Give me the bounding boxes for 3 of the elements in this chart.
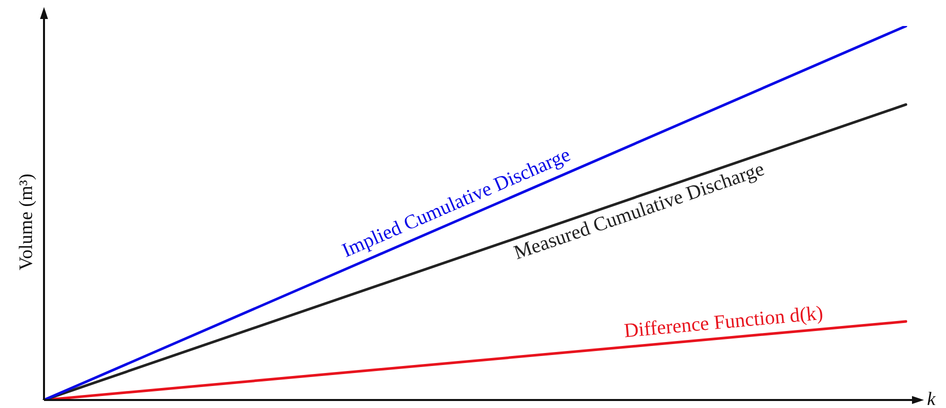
y-axis-title: Volume (m³) xyxy=(16,174,37,270)
text: Difference Function d(k) xyxy=(623,302,824,342)
x-axis-title: k xyxy=(927,389,936,408)
